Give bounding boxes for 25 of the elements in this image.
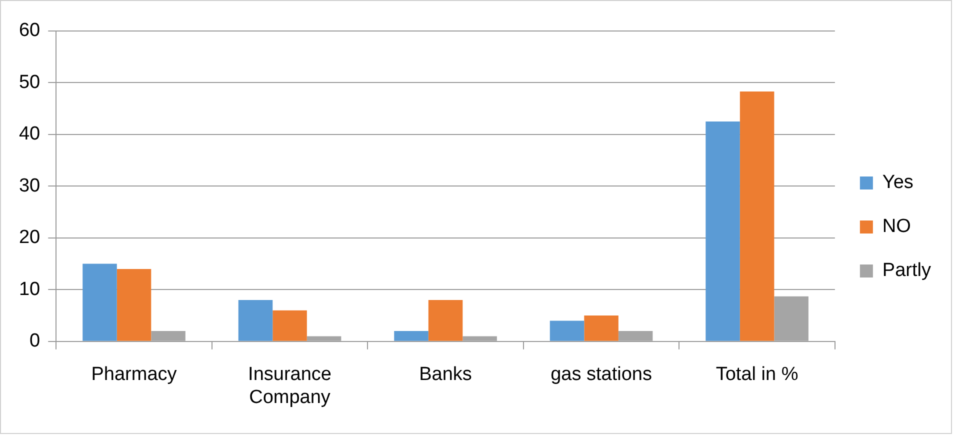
legend-label: NO	[882, 216, 911, 238]
bar	[394, 331, 428, 341]
x-tick-label: Pharmacy	[91, 364, 178, 386]
bar	[584, 316, 618, 341]
y-tick-label: 60	[18, 20, 40, 42]
bar	[116, 268, 152, 341]
y-tick-label: 0	[30, 330, 40, 352]
y-tick-label: 20	[18, 227, 40, 248]
x-tick-label: gas stations	[550, 364, 652, 386]
y-tick-label: 40	[18, 124, 40, 145]
bar	[272, 310, 307, 341]
bar	[82, 264, 117, 341]
legend-label: Yes	[882, 172, 914, 194]
bar	[428, 300, 463, 341]
bar	[550, 320, 584, 341]
x-tick-label: Banks	[419, 364, 472, 386]
bar	[706, 122, 740, 341]
x-tick-label: Total in %	[716, 364, 798, 386]
bar	[740, 92, 774, 341]
y-tick-label: 10	[18, 278, 40, 300]
y-tick-label: 30	[18, 175, 40, 196]
bar	[238, 300, 273, 341]
x-tick-label: Insurance Company	[248, 364, 332, 408]
legend-label: Partly	[882, 260, 932, 282]
y-tick-label: 50	[18, 72, 40, 93]
